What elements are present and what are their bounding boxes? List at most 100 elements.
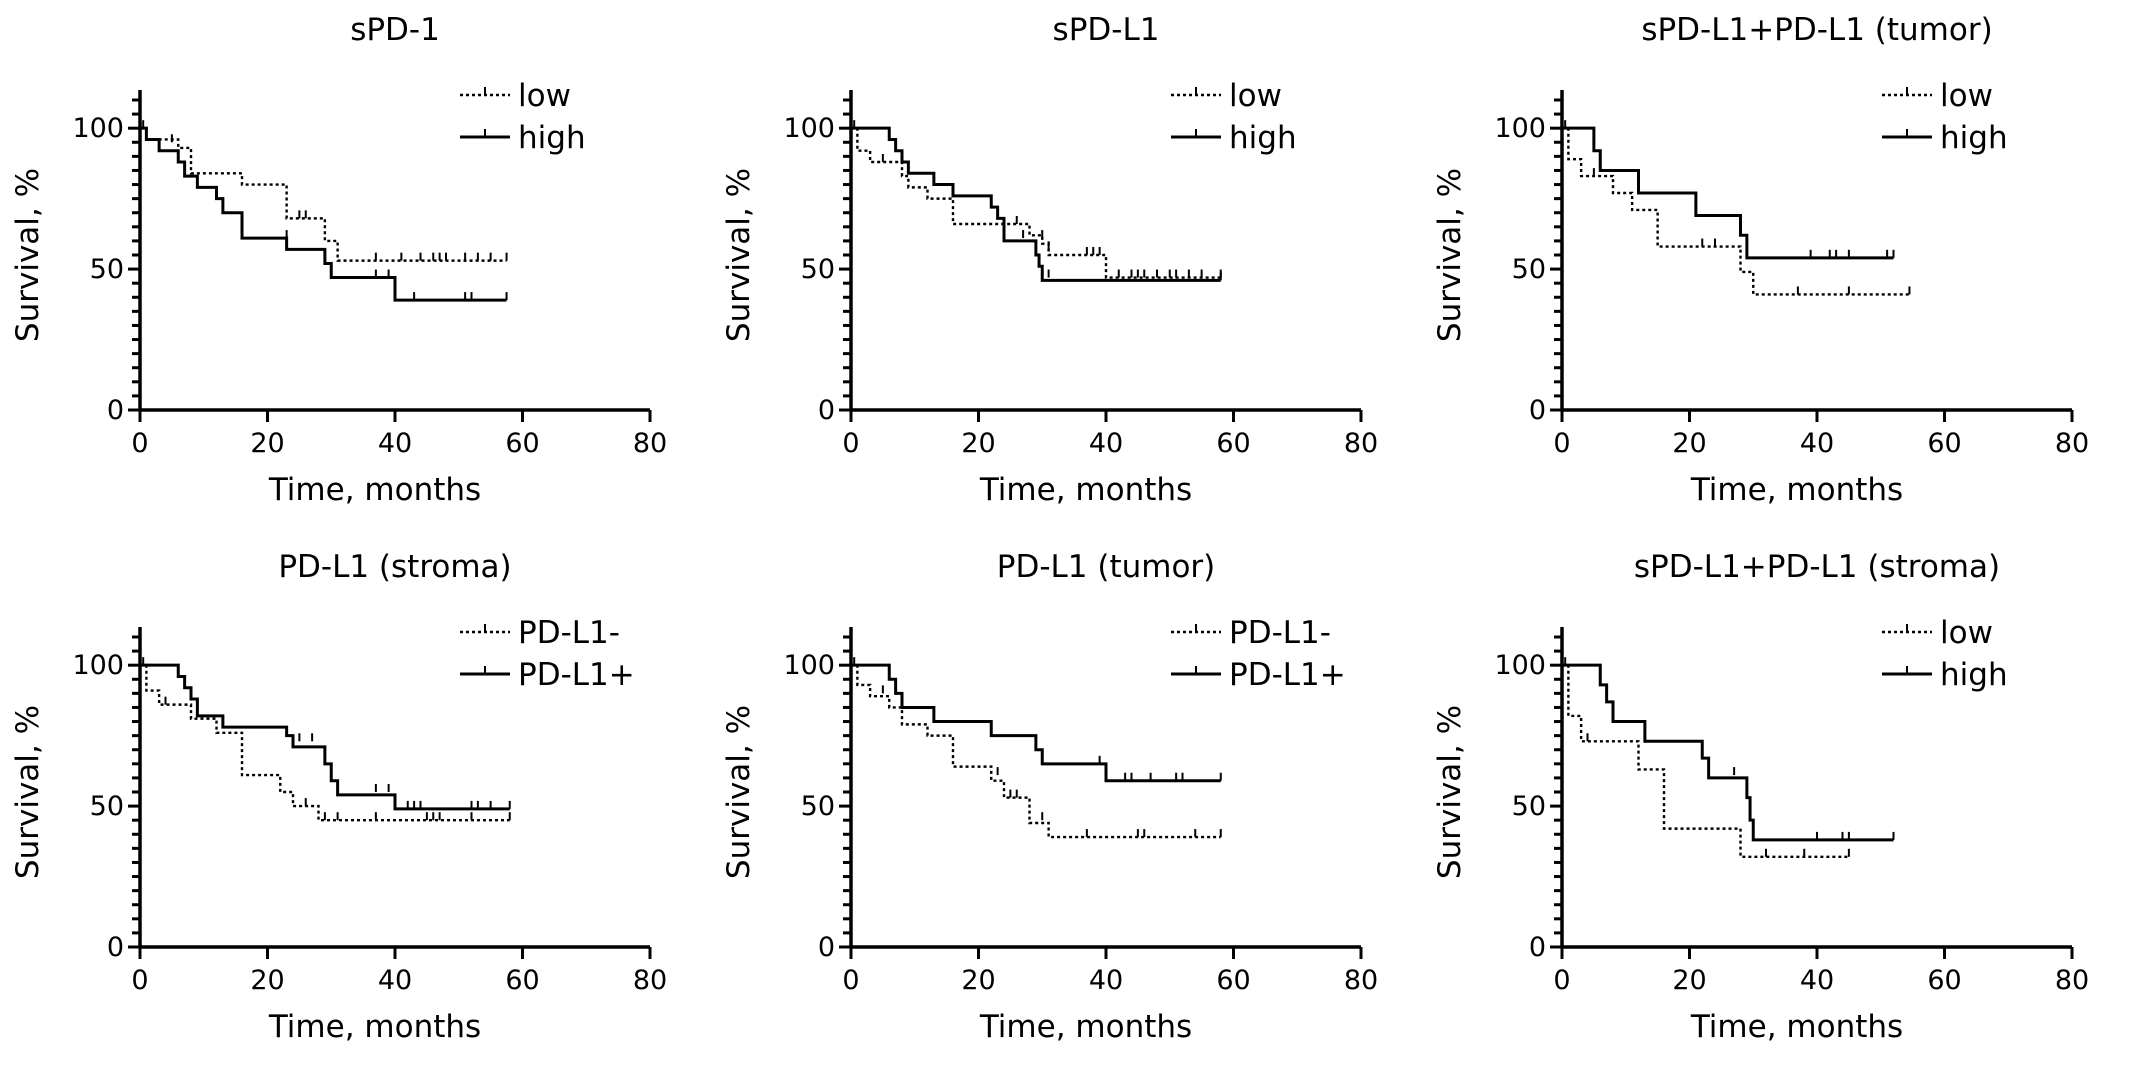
y-axis-label: Survival, %	[10, 705, 46, 879]
y-axis-label: Survival, %	[10, 168, 46, 342]
legend-label: high	[1940, 657, 2008, 693]
y-tick-label: 100	[72, 650, 124, 681]
chart-title: PD-L1 (tumor)	[997, 549, 1216, 585]
x-tick-label: 20	[1672, 428, 1706, 459]
km-chart: PD-L1 (tumor) 0 50 100 0 20 40 60 80 Time, months…	[721, 549, 1378, 1045]
km-chart: sPD-L1+PD-L1 (stroma) 0 50 100 0 20 40 60 80 Time…	[1432, 549, 2089, 1045]
y-tick-label: 50	[801, 254, 835, 285]
y-tick-label: 0	[818, 932, 835, 963]
chart-title: sPD-L1	[1053, 12, 1160, 48]
legend-label: high	[1940, 120, 2008, 156]
x-tick-label: 20	[250, 965, 284, 996]
legend-label: PD-L1+	[1229, 657, 1346, 693]
y-tick-label: 0	[107, 395, 124, 426]
x-axis-label: Time, months	[1690, 1009, 1903, 1045]
y-tick-label: 50	[90, 791, 124, 822]
y-tick-label: 0	[818, 395, 835, 426]
y-tick-label: 100	[783, 650, 835, 681]
legend-label: PD-L1-	[1229, 615, 1331, 651]
legend-label: PD-L1-	[518, 615, 620, 651]
legend-label: low	[1229, 78, 1282, 114]
y-tick-label: 100	[1494, 650, 1546, 681]
survival-curve-low	[1562, 126, 1910, 296]
km-chart: sPD-1 0 50 100 0 20 40 60 80 Time, months Survival…	[10, 12, 667, 508]
x-tick-label: 20	[1672, 965, 1706, 996]
x-tick-label: 40	[1800, 428, 1834, 459]
survival-curve-high	[851, 126, 1221, 282]
x-tick-label: 80	[1344, 428, 1378, 459]
y-axis-label: Survival, %	[1432, 705, 1468, 879]
y-axis-label: Survival, %	[721, 168, 757, 342]
survival-curve-pd-l1-	[851, 663, 1221, 783]
legend-label: low	[1940, 78, 1993, 114]
survival-curve-low	[140, 126, 507, 262]
y-tick-label: 0	[1529, 395, 1546, 426]
km-panel: sPD-1 0 50 100 0 20 40 60 80 Time, months Survival…	[0, 0, 711, 537]
km-panel: PD-L1 (tumor) 0 50 100 0 20 40 60 80 Time, months…	[711, 537, 1422, 1074]
km-chart: PD-L1 (stroma) 0 50 100 0 20 40 60 80 Time, month…	[10, 549, 667, 1045]
y-tick-label: 50	[801, 791, 835, 822]
km-chart: sPD-L1 0 50 100 0 20 40 60 80 Time, months Surviva…	[721, 12, 1378, 508]
x-tick-label: 40	[1800, 965, 1834, 996]
x-tick-label: 60	[1216, 428, 1250, 459]
y-tick-label: 50	[1512, 791, 1546, 822]
legend-label: low	[1940, 615, 1993, 651]
y-axis-label: Survival, %	[1432, 168, 1468, 342]
x-tick-label: 60	[505, 428, 539, 459]
x-tick-label: 60	[505, 965, 539, 996]
x-axis-label: Time, months	[268, 1009, 481, 1045]
x-tick-label: 80	[633, 428, 667, 459]
chart-title: sPD-L1+PD-L1 (stroma)	[1634, 549, 2000, 585]
y-tick-label: 0	[1529, 932, 1546, 963]
km-panel: sPD-L1 0 50 100 0 20 40 60 80 Time, months Surviva…	[711, 0, 1422, 537]
x-tick-label: 80	[2055, 965, 2089, 996]
y-tick-label: 100	[783, 113, 835, 144]
y-tick-label: 50	[90, 254, 124, 285]
km-panel: PD-L1 (stroma) 0 50 100 0 20 40 60 80 Time, month…	[0, 537, 711, 1074]
x-tick-label: 40	[1089, 428, 1123, 459]
y-tick-label: 100	[1494, 113, 1546, 144]
y-tick-label: 100	[72, 113, 124, 144]
y-tick-label: 0	[107, 932, 124, 963]
chart-title: sPD-L1+PD-L1 (tumor)	[1641, 12, 1992, 48]
x-tick-label: 80	[1344, 965, 1378, 996]
x-axis-label: Time, months	[979, 1009, 1192, 1045]
survival-curve-high	[140, 126, 507, 302]
legend-label: high	[1229, 120, 1297, 156]
survival-curve-pd-l1-	[140, 663, 510, 822]
survival-curve-pd-l1-	[140, 663, 510, 811]
x-axis-label: Time, months	[1690, 472, 1903, 508]
legend-label: high	[518, 120, 586, 156]
survival-curve-pd-l1-	[851, 663, 1221, 839]
chart-title: PD-L1 (stroma)	[278, 549, 511, 585]
x-tick-label: 0	[131, 428, 148, 459]
km-panel: sPD-L1+PD-L1 (stroma) 0 50 100 0 20 40 60 80 Time…	[1422, 537, 2133, 1074]
x-tick-label: 0	[1553, 965, 1570, 996]
x-tick-label: 60	[1216, 965, 1250, 996]
y-tick-label: 50	[1512, 254, 1546, 285]
survival-curve-high	[1562, 126, 1894, 260]
x-tick-label: 0	[1553, 428, 1570, 459]
x-tick-label: 0	[842, 965, 859, 996]
x-tick-label: 0	[131, 965, 148, 996]
x-tick-label: 40	[378, 965, 412, 996]
x-tick-label: 20	[250, 428, 284, 459]
survival-curve-low	[1562, 663, 1849, 859]
x-tick-label: 40	[378, 428, 412, 459]
x-axis-label: Time, months	[268, 472, 481, 508]
y-axis-label: Survival, %	[721, 705, 757, 879]
x-tick-label: 60	[1927, 965, 1961, 996]
x-tick-label: 0	[842, 428, 859, 459]
km-panel: sPD-L1+PD-L1 (tumor) 0 50 100 0 20 40 60 80 Time,…	[1422, 0, 2133, 537]
x-tick-label: 40	[1089, 965, 1123, 996]
x-tick-label: 20	[961, 428, 995, 459]
legend-label: PD-L1+	[518, 657, 635, 693]
x-tick-label: 80	[633, 965, 667, 996]
x-tick-label: 20	[961, 965, 995, 996]
x-tick-label: 80	[2055, 428, 2089, 459]
chart-title: sPD-1	[350, 12, 440, 48]
x-tick-label: 60	[1927, 428, 1961, 459]
survival-curve-high	[1562, 663, 1894, 842]
x-axis-label: Time, months	[979, 472, 1192, 508]
km-chart: sPD-L1+PD-L1 (tumor) 0 50 100 0 20 40 60 80 Time,…	[1432, 12, 2089, 508]
